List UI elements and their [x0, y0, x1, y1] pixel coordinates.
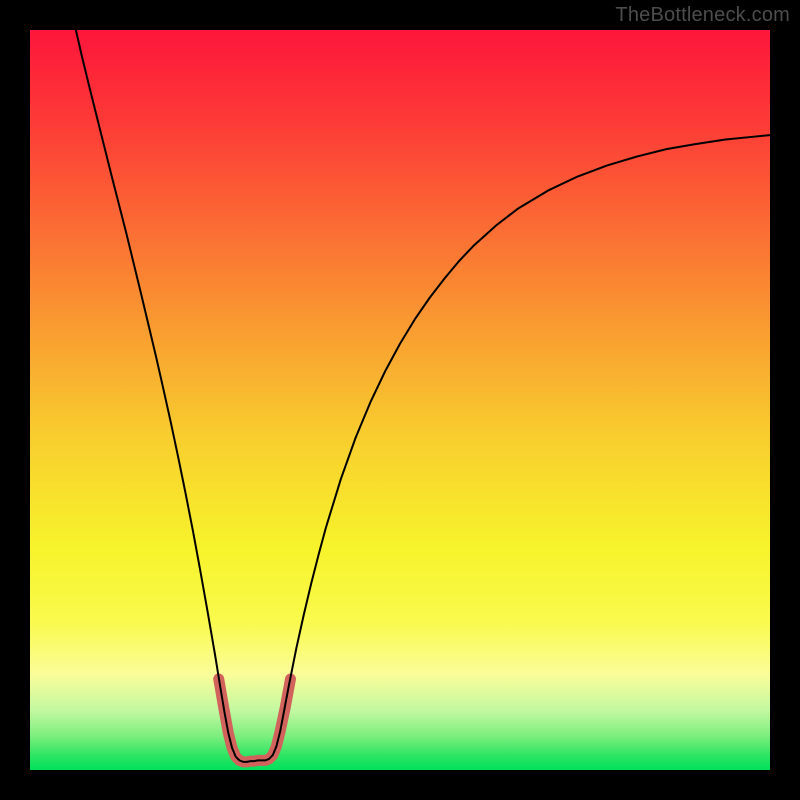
- plot-area: [30, 30, 770, 770]
- watermark-text: TheBottleneck.com: [615, 4, 790, 27]
- curve-layer: [30, 30, 770, 770]
- chart-container: TheBottleneck.com: [0, 0, 800, 800]
- main-curve: [76, 30, 770, 762]
- highlight-curve: [219, 679, 291, 762]
